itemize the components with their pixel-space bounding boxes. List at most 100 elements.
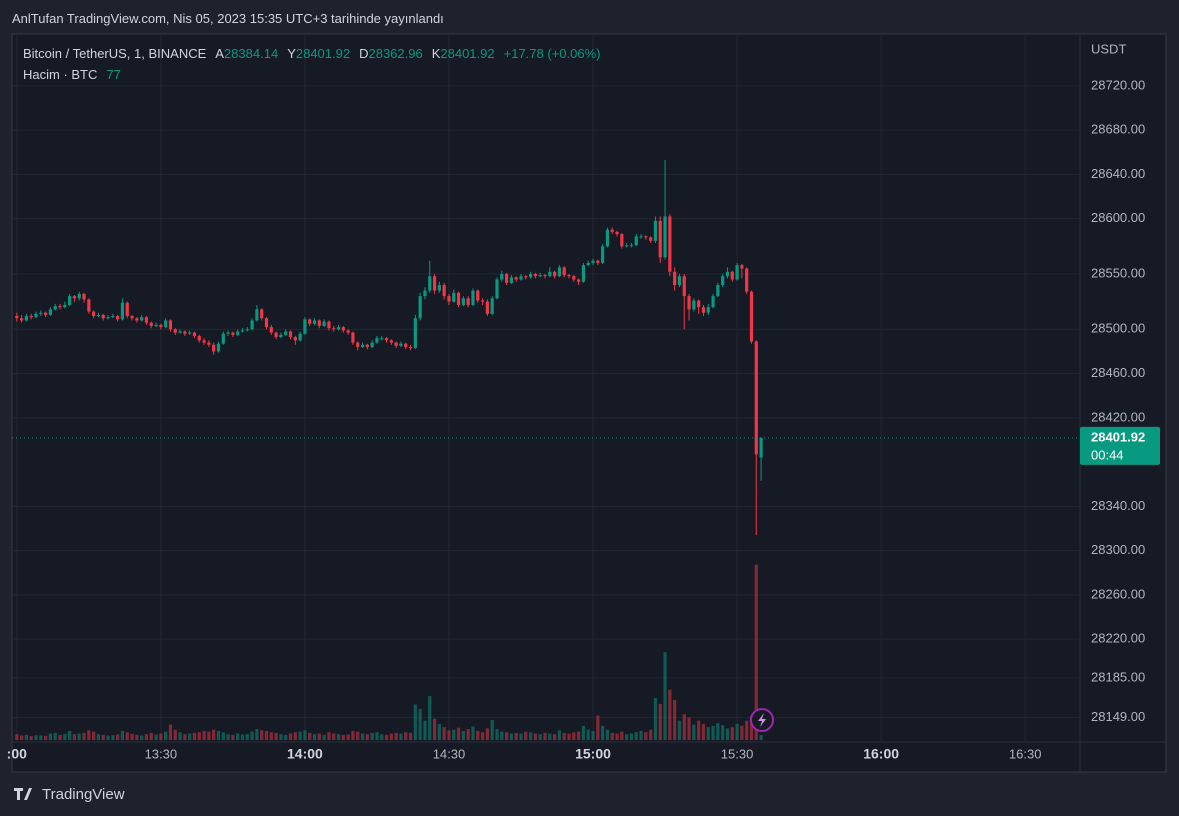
- volume-bar: [92, 731, 96, 740]
- y-tick-label: 28149.00: [1091, 709, 1145, 724]
- x-tick-label: 16:00: [863, 746, 899, 762]
- candle-body: [279, 334, 283, 338]
- volume-bar: [644, 732, 648, 740]
- candle-body: [490, 298, 494, 314]
- candle-body: [212, 344, 216, 352]
- candle-body: [591, 260, 595, 263]
- candle-body: [197, 335, 201, 341]
- candle-body: [53, 306, 57, 310]
- candle-body: [284, 331, 288, 335]
- candle-body: [159, 324, 163, 328]
- volume-bar: [519, 733, 523, 740]
- candle-body: [125, 302, 129, 317]
- candle-body: [202, 340, 206, 343]
- volume-bar: [288, 733, 293, 740]
- y-tick-label: 28600.00: [1091, 210, 1145, 225]
- volume-bar: [524, 731, 528, 740]
- volume-bar: [216, 730, 221, 740]
- candle-body: [245, 329, 249, 331]
- y-tick-label: 28220.00: [1091, 631, 1145, 646]
- candles: [12, 160, 1080, 536]
- published: AnlTufan TradingView.com, Nis 05, 2023 1…: [12, 11, 444, 26]
- volume-bar: [77, 733, 81, 740]
- candle-body: [543, 275, 547, 277]
- volume-bar: [87, 730, 91, 740]
- candle-body: [519, 276, 523, 280]
- candle-body: [577, 279, 581, 282]
- volume-bar: [130, 733, 134, 740]
- x-tick-label: 16:30: [1009, 746, 1042, 761]
- volume-bar: [284, 734, 288, 740]
- volume-bar: [634, 732, 638, 740]
- candle-body: [452, 292, 456, 302]
- volume-bar: [740, 725, 744, 740]
- volume-bar: [557, 730, 562, 740]
- y-tick-label: 28460.00: [1091, 365, 1145, 380]
- x-tick-label: 14:00: [287, 746, 323, 762]
- x-tick-label: 15:00: [575, 746, 611, 762]
- candle-body: [87, 299, 91, 312]
- candle-body: [269, 327, 273, 333]
- candle-body: [183, 331, 187, 334]
- volume-bar: [159, 733, 163, 740]
- candle-body: [29, 316, 33, 318]
- y-tick-label: 28340.00: [1091, 498, 1145, 513]
- candle-body: [111, 316, 115, 318]
- low-label: D: [359, 46, 369, 61]
- volume-bar: [279, 734, 283, 740]
- candle-body: [394, 342, 398, 346]
- volume-bar: [577, 731, 581, 740]
- volume-bar: [586, 729, 590, 740]
- candle-body: [365, 344, 369, 348]
- candle-body: [312, 320, 317, 324]
- candle-body: [332, 328, 336, 330]
- volume-bar: [495, 729, 499, 740]
- candle-body: [620, 234, 624, 247]
- open-label: A: [215, 46, 224, 61]
- volume-bar: [663, 652, 667, 740]
- candle-body: [322, 321, 326, 326]
- volume-bar: [207, 731, 211, 740]
- volume-bar: [255, 729, 259, 740]
- volume-bar: [72, 734, 77, 740]
- y-tick-label: 28680.00: [1091, 122, 1145, 137]
- event-bolt: [758, 713, 766, 727]
- volume-bar: [456, 727, 461, 740]
- volume-bar: [173, 729, 177, 740]
- candle-body: [725, 271, 730, 277]
- candle-body: [524, 276, 528, 278]
- candle-body: [255, 309, 259, 321]
- candle-body: [634, 236, 638, 246]
- volume-bar: [164, 731, 168, 740]
- x-tick-label: :00: [7, 746, 27, 762]
- candle-body: [557, 267, 562, 277]
- candle-body: [601, 246, 605, 263]
- candle-body: [673, 271, 677, 286]
- volume-bar: [149, 732, 153, 740]
- volume-bar: [476, 730, 480, 740]
- volume-bar: [111, 735, 115, 740]
- candle-body: [533, 273, 537, 277]
- volume-bar: [687, 717, 691, 740]
- candle-body: [572, 276, 576, 280]
- candle-body: [711, 296, 715, 308]
- volume-bar: [677, 720, 682, 740]
- volume-bar: [725, 728, 730, 740]
- candle-body: [509, 277, 513, 283]
- volume-bar: [231, 734, 235, 740]
- candle-body: [15, 316, 19, 319]
- volume-bar: [735, 723, 739, 740]
- candle-body: [423, 290, 427, 297]
- candle-body: [44, 312, 48, 315]
- volume-bar: [212, 729, 216, 740]
- volume-bar: [221, 732, 225, 740]
- volume-bar: [423, 720, 427, 740]
- volume-bar: [226, 734, 230, 740]
- volume-bar: [380, 734, 384, 740]
- candle-body: [96, 314, 101, 317]
- volume-bar: [240, 734, 245, 740]
- candle-body: [754, 341, 758, 455]
- volume-bar: [553, 734, 557, 740]
- candle-body: [658, 220, 662, 258]
- volume-bar: [437, 723, 441, 740]
